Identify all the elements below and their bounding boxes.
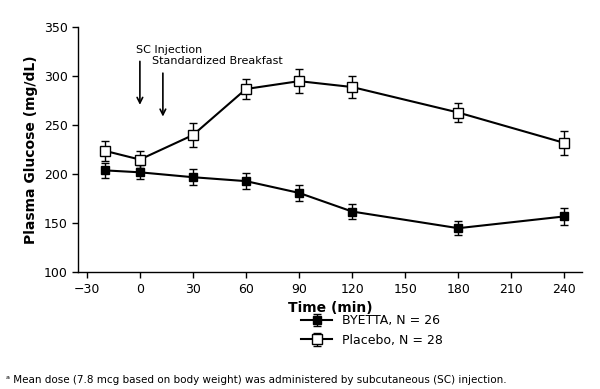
Text: ᵃ Mean dose (7.8 mcg based on body weight) was administered by subcutaneous (SC): ᵃ Mean dose (7.8 mcg based on body weigh…	[6, 375, 506, 385]
Legend: BYETTA, N = 26, Placebo, N = 28: BYETTA, N = 26, Placebo, N = 28	[296, 309, 448, 352]
X-axis label: Time (min): Time (min)	[287, 301, 373, 315]
Text: Standardized Breakfast: Standardized Breakfast	[152, 56, 283, 67]
Text: SC Injection: SC Injection	[136, 45, 203, 55]
Y-axis label: Plasma Glucose (mg/dL): Plasma Glucose (mg/dL)	[24, 56, 38, 244]
